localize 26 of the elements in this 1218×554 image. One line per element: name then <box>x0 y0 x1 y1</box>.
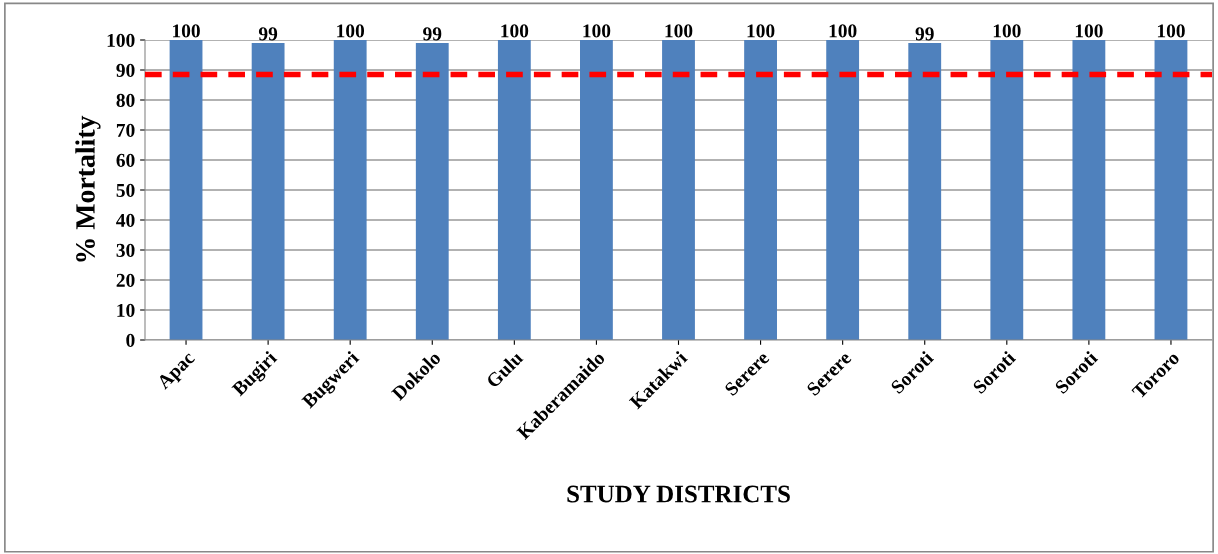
data-label: 100 <box>1075 24 1103 38</box>
data-label: 100 <box>993 24 1021 38</box>
x-axis-title: STUDY DISTRICTS <box>567 485 790 503</box>
data-label: 100 <box>583 24 611 38</box>
data-label: 99 <box>423 27 442 41</box>
y-tick-label: 90 <box>116 63 135 77</box>
y-tick-label: 100 <box>107 33 135 47</box>
y-tick-label: 30 <box>116 243 135 257</box>
y-tick-label: 10 <box>117 303 135 317</box>
y-tick-label: 80 <box>116 93 135 107</box>
y-tick-label: 50 <box>116 183 135 197</box>
y-tick-label: 60 <box>116 153 135 167</box>
data-label: 100 <box>173 24 200 38</box>
y-tick-label: 70 <box>116 123 135 137</box>
y-tick-label: 0 <box>126 333 135 347</box>
y-axis-title: % Mortality <box>75 115 101 262</box>
data-label: 100 <box>1157 24 1185 38</box>
y-tick-label: 40 <box>116 213 135 227</box>
data-label: 100 <box>337 24 365 38</box>
data-label: 100 <box>829 24 857 38</box>
data-label: 99 <box>258 27 278 41</box>
data-label: 100 <box>501 24 529 38</box>
data-label: 99 <box>915 27 934 41</box>
data-label: 100 <box>665 24 693 38</box>
y-tick-label: 20 <box>116 273 135 287</box>
data-label: 100 <box>747 24 775 38</box>
